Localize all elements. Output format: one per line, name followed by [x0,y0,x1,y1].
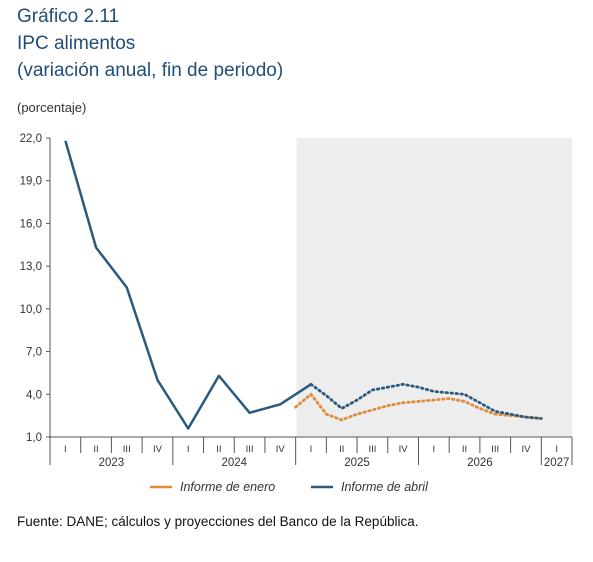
line-chart: 1,04,07,010,013,016,019,022,0 I II III IV I I… [20,133,573,494]
y-axis: 1,0 4,0 7,0 10,0 13,0 16,0 19,0 22,0 [20,133,51,444]
legend-label-abril: Informe de abril [341,480,429,494]
y-tick-label: 13,0 [20,261,42,273]
y-tick-label: 16,0 [20,218,42,230]
x-quarter-label: III [491,444,499,455]
x-year-label: 2024 [221,457,247,469]
x-quarter-label: IV [521,444,531,455]
chart-title: IPC alimentos [17,33,136,54]
x-year-label: 2026 [467,457,493,469]
x-quarter-label: IV [276,444,286,455]
x-quarter-label: II [462,444,467,455]
series-line-informe-de-abril-proyecci-n [309,382,543,420]
x-quarter-label: I [310,444,313,455]
chart-number: Gráfico 2.11 [17,6,120,27]
series-lines [64,140,543,430]
y-tick-label: 7,0 [26,347,42,359]
x-year-label: 2023 [99,457,125,469]
x-quarter-label: I [64,444,67,455]
series-line-informe-de-enero [294,392,543,422]
forecast-shading [296,138,572,437]
x-year-label: 2027 [544,457,570,469]
series-line-informe-de-abril [64,140,312,430]
chart-subtitle: (variación anual, fin de periodo) [17,60,284,81]
x-quarter-label: II [93,444,98,455]
y-tick-label: 22,0 [20,133,42,145]
x-quarter-label: I [187,444,190,455]
y-tick-label: 19,0 [20,176,42,188]
x-quarter-label: II [216,444,221,455]
x-quarter-label: IV [153,444,163,455]
legend-label-enero: Informe de enero [180,480,275,494]
y-tick-label: 4,0 [26,389,42,401]
y-tick-label: 1,0 [26,432,42,444]
source-note: Fuente: DANE; cálculos y proyecciones de… [17,514,419,529]
y-tick-label: 10,0 [20,304,42,316]
legend: Informe de enero Informe de abril [150,480,429,494]
x-quarter-label: III [368,444,376,455]
unit-label: (porcentaje) [17,100,87,115]
x-quarter-label: III [246,444,254,455]
x-quarter-label: III [123,444,131,455]
x-quarter-label: I [555,444,558,455]
x-quarter-label: I [433,444,436,455]
x-quarter-label: II [339,444,344,455]
x-quarter-label: IV [399,444,409,455]
x-year-label: 2025 [344,457,370,469]
